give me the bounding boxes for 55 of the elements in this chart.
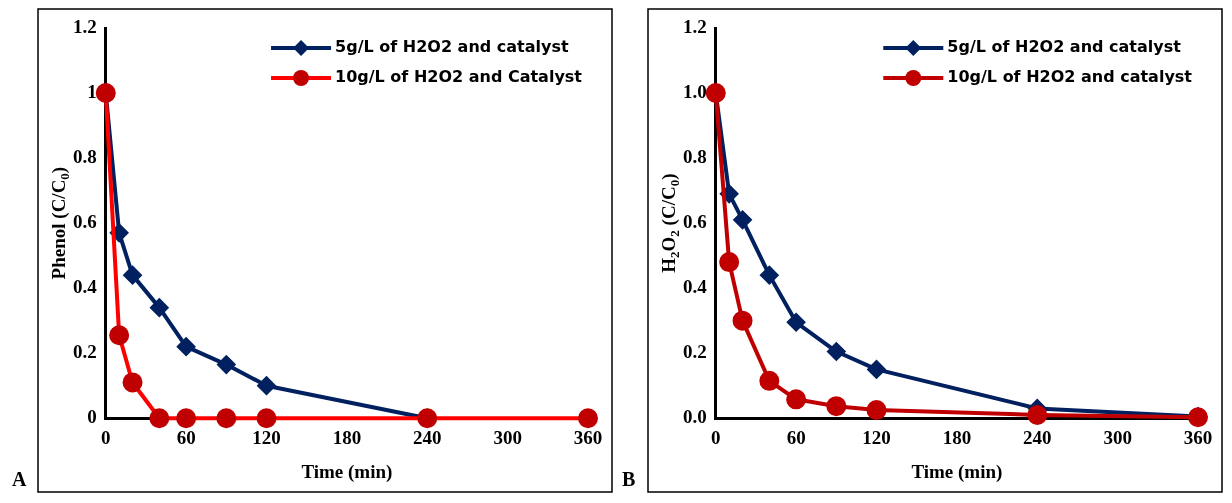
x-axis-title: Time (min)	[911, 460, 1003, 483]
y-tick-label: 1.2	[73, 15, 97, 37]
x-tick-label: 120	[862, 426, 891, 448]
x-tick-label: 60	[786, 426, 806, 448]
x-tick-label: 240	[413, 426, 442, 448]
y-tick-label: 1	[87, 80, 97, 102]
y-tick-label: 0.4	[683, 276, 708, 298]
x-tick-label: 60	[176, 426, 196, 448]
x-tick-label: 300	[493, 426, 522, 448]
point	[1027, 404, 1048, 425]
x-tick-label: 300	[1103, 426, 1132, 448]
point	[733, 210, 752, 229]
text: A	[12, 468, 27, 491]
y-tick-label: 0.2	[683, 341, 707, 363]
y-axis-title: Phenol (C/C0)	[47, 166, 73, 280]
point	[826, 396, 847, 417]
text: B	[622, 468, 636, 491]
point	[217, 355, 236, 374]
y-tick-label: 0.6	[73, 211, 97, 233]
y-tick-label: 1.0	[683, 80, 707, 102]
point	[150, 298, 169, 317]
x-tick-label: 240	[1023, 426, 1052, 448]
y-tick-label: 0.6	[683, 211, 707, 233]
point	[257, 376, 276, 395]
y-tick-label: 0	[87, 406, 97, 428]
y-tick-label: 0.8	[683, 145, 707, 167]
y-tick-label: 0.4	[73, 276, 98, 298]
y-tick-label: 0.2	[73, 341, 97, 363]
legend-label: 10g/L of H2O2 and Catalyst	[335, 67, 583, 87]
point	[759, 370, 780, 391]
point	[787, 313, 806, 332]
point	[827, 342, 846, 361]
point	[732, 310, 753, 331]
x-tick-label: 0	[101, 426, 111, 448]
point	[866, 400, 887, 421]
legend-label: 10g/L of H2O2 and catalyst	[947, 67, 1193, 87]
x-tick-label: 180	[332, 426, 362, 448]
x-tick-label: 180	[942, 426, 972, 448]
point	[760, 266, 779, 285]
y-tick-label: 1.2	[683, 15, 707, 37]
legend-label: 5g/L of H2O2 and catalyst	[335, 37, 569, 57]
point	[719, 252, 740, 273]
x-tick-label: 360	[1183, 426, 1213, 448]
point	[177, 337, 196, 356]
point	[786, 389, 807, 410]
x-axis-title: Time (min)	[301, 460, 393, 483]
y-tick-label: 0.0	[683, 406, 707, 428]
x-tick-label: 0	[711, 426, 721, 448]
legend-label: 5g/L of H2O2 and catalyst	[947, 37, 1182, 57]
point	[123, 266, 142, 285]
y-axis-title: H2O2 (C/C0)	[657, 173, 683, 273]
x-tick-label: 120	[252, 426, 281, 448]
point	[867, 360, 886, 379]
y-tick-label: 0.8	[73, 145, 97, 167]
x-tick-label: 360	[573, 426, 603, 448]
